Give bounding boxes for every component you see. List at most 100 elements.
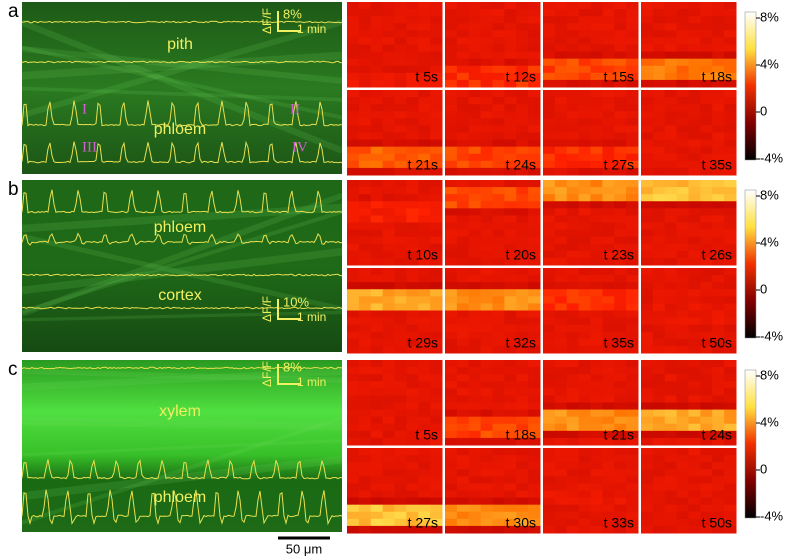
heatmap-cell xyxy=(504,303,517,311)
heatmap-cell xyxy=(566,250,580,259)
heatmap-cell xyxy=(602,167,615,176)
heatmap-cell xyxy=(418,2,431,10)
heatmap-cell xyxy=(543,511,556,520)
heatmap-cell xyxy=(370,331,384,340)
heatmap-cell xyxy=(700,367,713,375)
heatmap-cell xyxy=(445,180,458,188)
tissue-streak xyxy=(21,86,343,102)
heatmap-cell xyxy=(554,518,568,527)
heatmap-cell xyxy=(468,367,482,375)
heatmap-cell xyxy=(480,51,493,60)
heatmap-cell xyxy=(641,23,654,31)
marker-label: II xyxy=(290,101,300,117)
heatmap-cell xyxy=(418,381,431,389)
heatmap-cell xyxy=(347,331,360,340)
heatmap-cell xyxy=(626,409,639,418)
heatmap-cell xyxy=(578,525,591,534)
heatmap-cell xyxy=(543,229,556,238)
heatmap-cell xyxy=(688,476,701,484)
heatmap-cell xyxy=(676,243,689,252)
heatmap-cell xyxy=(652,243,666,252)
heatmap-cell xyxy=(406,146,419,155)
frame-time: t 18s xyxy=(506,427,536,443)
heatmap-cell xyxy=(406,338,419,347)
heatmap-cell xyxy=(724,229,737,238)
heatmap-cell xyxy=(614,30,627,38)
heatmap-cell xyxy=(712,208,725,216)
heatmap-cell xyxy=(445,455,458,463)
trace xyxy=(21,366,342,370)
heatmap-cell xyxy=(382,402,395,411)
heatmap-cell xyxy=(566,104,580,112)
heatmap-cell xyxy=(641,448,654,456)
heatmap-cell xyxy=(418,236,431,245)
heatmap-cell xyxy=(543,409,556,418)
heatmap-cell xyxy=(543,58,556,67)
heatmap-cell xyxy=(456,497,470,506)
heatmap-cell xyxy=(614,97,627,105)
heatmap-cell xyxy=(382,331,395,340)
heatmap-cell xyxy=(492,30,505,38)
heatmap-cell xyxy=(724,338,737,347)
heatmap-cell xyxy=(445,215,458,223)
heatmap-cell xyxy=(712,51,725,60)
heatmap-cell xyxy=(614,504,627,513)
heatmap-cell xyxy=(504,72,517,81)
heatmap-cell xyxy=(358,65,372,74)
heatmap-cell xyxy=(652,215,666,223)
heatmap-cell xyxy=(543,215,556,223)
heatmap-cell xyxy=(382,518,395,527)
heatmap-cell xyxy=(394,215,407,223)
heatmap-cell xyxy=(602,303,615,311)
heatmap-cell xyxy=(700,518,713,527)
heatmap-cell xyxy=(566,215,580,223)
heatmap-cell xyxy=(700,229,713,238)
heatmap-cell xyxy=(676,104,689,112)
heatmap-cell xyxy=(712,416,725,425)
heatmap-cell xyxy=(614,79,627,88)
heatmap-cell xyxy=(602,525,615,534)
heatmap-cell xyxy=(504,146,517,155)
heatmap-cell xyxy=(676,275,689,283)
heatmap-cell xyxy=(394,243,407,252)
heatmap-cell xyxy=(528,511,541,520)
heatmap-cell xyxy=(688,9,701,17)
heatmap-cell xyxy=(554,222,568,231)
heatmap-cell xyxy=(528,30,541,38)
frame-time: t 27s xyxy=(604,157,634,173)
heatmap-cell xyxy=(456,416,470,425)
heatmap-cell xyxy=(456,250,470,259)
heatmap-cell xyxy=(641,58,654,67)
heatmap-cell xyxy=(394,310,407,319)
heatmap-cell xyxy=(688,395,701,403)
heatmap-cell xyxy=(602,222,615,231)
heatmap-cell xyxy=(590,125,603,133)
heatmap-cell xyxy=(370,132,384,141)
heatmap-cell xyxy=(430,469,443,477)
heatmap-cell xyxy=(430,289,443,297)
heatmap-cell xyxy=(688,483,701,491)
heatmap-cell xyxy=(676,72,689,81)
heatmap-cell xyxy=(676,374,689,382)
heatmap-cell xyxy=(590,324,603,333)
heatmap-cell xyxy=(626,146,639,155)
heatmap-cell xyxy=(724,409,737,418)
heatmap-cell xyxy=(528,388,541,396)
heatmap-cell xyxy=(430,167,443,176)
heatmap-cell xyxy=(504,2,517,10)
heatmap-cell xyxy=(418,194,431,202)
heatmap-cell xyxy=(358,215,372,223)
heatmap-cell xyxy=(652,395,666,403)
heatmap-cell xyxy=(430,416,443,425)
heatmap-cell xyxy=(712,324,725,333)
scale-amp: 8% xyxy=(283,6,302,21)
heatmap-cell xyxy=(626,455,639,463)
heatmap-cell xyxy=(652,504,666,513)
heatmap-cell xyxy=(602,208,615,216)
heatmap-cell xyxy=(480,324,493,333)
heatmap-cell xyxy=(664,317,678,326)
heatmap-cell xyxy=(566,139,580,148)
heatmap-frame xyxy=(543,268,639,354)
heatmap-cell xyxy=(480,125,493,133)
heatmap-cell xyxy=(688,167,701,176)
